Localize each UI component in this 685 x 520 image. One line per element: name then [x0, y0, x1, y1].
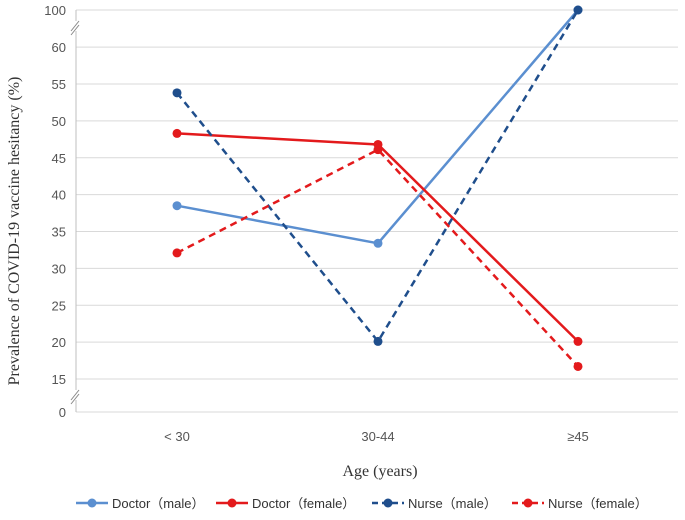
- legend-item: Nurse（male）: [372, 496, 497, 511]
- series-line: [176, 132, 579, 343]
- legend-item: Nurse（female）: [512, 496, 648, 511]
- series-group: [172, 5, 583, 248]
- data-point: [573, 361, 583, 371]
- y-tick-label: 15: [52, 372, 66, 387]
- data-point: [172, 88, 182, 98]
- legend-label: Nurse（female）: [548, 496, 648, 511]
- y-tick-label: 20: [52, 335, 66, 350]
- axis-break-marker: [70, 20, 82, 36]
- x-tick-label: 30-44: [361, 429, 394, 444]
- legend-item: Doctor（female）: [216, 496, 355, 511]
- series-line: [176, 9, 579, 245]
- y-tick-label: 100: [44, 3, 66, 18]
- y-tick-label: 0: [59, 405, 66, 420]
- legend-label: Doctor（male）: [112, 496, 204, 511]
- legend-marker: [523, 498, 533, 508]
- series-line: [176, 9, 580, 343]
- legend-marker: [87, 498, 97, 508]
- legend-marker: [227, 498, 237, 508]
- y-tick-label: 25: [52, 298, 66, 313]
- legend: Doctor（male） Doctor（female） Nurse（male） Nur…: [76, 496, 648, 511]
- data-point: [172, 248, 182, 258]
- y-tick-label: 30: [52, 261, 66, 276]
- y-tick-label: 50: [52, 114, 66, 129]
- series-line: [176, 148, 579, 368]
- y-tick-label: 45: [52, 151, 66, 166]
- y-axis-title: Prevalence of COVID-19 vaccine hesitancy…: [6, 77, 23, 386]
- x-tick-label: ≥45: [567, 429, 589, 444]
- series-group: [172, 5, 583, 346]
- data-point: [373, 238, 383, 248]
- data-point: [172, 201, 182, 211]
- data-point: [373, 336, 383, 346]
- x-axis-title: Age (years): [342, 463, 417, 480]
- data-point: [373, 145, 383, 155]
- legend-label: Nurse（male）: [408, 496, 497, 511]
- legend-marker: [383, 498, 393, 508]
- x-tick-label: < 30: [164, 429, 190, 444]
- y-tick-label: 40: [52, 188, 66, 203]
- axis-break-marker: [70, 389, 82, 405]
- data-point: [573, 5, 583, 15]
- data-point: [172, 128, 182, 138]
- series-group: [172, 145, 583, 371]
- data-point: [573, 336, 583, 346]
- y-tick-label: 55: [52, 77, 66, 92]
- legend-label: Doctor（female）: [252, 496, 355, 511]
- legend-item: Doctor（male）: [76, 496, 204, 511]
- y-tick-label: 60: [52, 40, 66, 55]
- y-tick-label: 35: [52, 225, 66, 240]
